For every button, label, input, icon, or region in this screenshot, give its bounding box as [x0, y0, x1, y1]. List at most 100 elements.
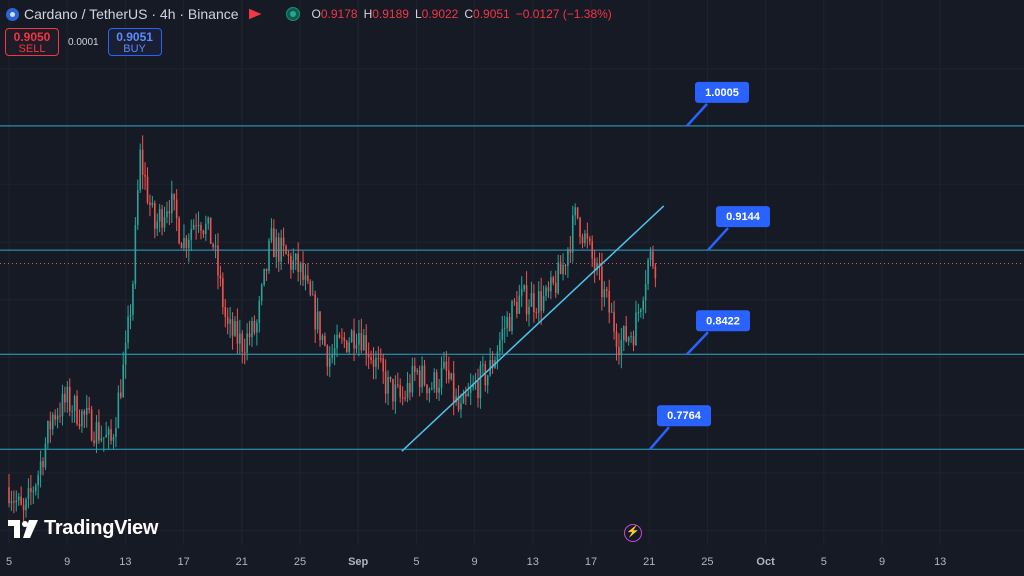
x-axis: 5 9 13 17 21 25 Sep 5 9 13 17 21 25 Oct 5 9 13 [6, 556, 946, 568]
level-callouts[interactable]: 1.0005 0.9144 0.8422 0.7764 [649, 81, 770, 451]
candle-body [183, 237, 185, 249]
candle-body [379, 358, 382, 360]
candle-body [78, 423, 81, 427]
candle-body [207, 217, 210, 224]
x-tick-label: 17 [585, 556, 597, 568]
buy-price: 0.9051 [116, 30, 153, 44]
candle-body [134, 225, 137, 284]
candle-body [406, 383, 409, 398]
candle-body [608, 290, 611, 313]
candle-body [440, 367, 443, 388]
candle-body [520, 289, 523, 296]
candle-body [431, 388, 433, 390]
candle-body [345, 340, 348, 352]
buy-label: BUY [123, 43, 146, 55]
candle-body [506, 317, 508, 328]
candle-body [47, 421, 49, 444]
candle-body [8, 487, 10, 504]
candle-body [219, 275, 222, 279]
candle-body [632, 336, 635, 346]
candle-body [545, 287, 547, 296]
candle-body [25, 499, 27, 511]
market-closed-icon[interactable] [248, 8, 262, 20]
callout-box[interactable] [716, 206, 770, 228]
candle-body [457, 396, 460, 410]
candle-body [496, 351, 499, 361]
candle-body [574, 207, 576, 216]
sell-button[interactable]: 0.9050 SELL [5, 28, 59, 56]
candle-body [389, 377, 392, 380]
candle-body [576, 207, 579, 218]
callout-box[interactable] [657, 405, 711, 427]
callout-label: 0.8422 [706, 315, 740, 327]
candle-body [265, 268, 268, 271]
candle-body [477, 381, 479, 399]
candle-body [567, 249, 569, 266]
buy-button[interactable]: 0.9051 BUY [107, 28, 162, 56]
callout-box[interactable] [696, 310, 750, 332]
candle-body [154, 202, 156, 229]
candle-body [343, 337, 346, 341]
candle-body [630, 336, 632, 338]
candle-body [141, 149, 144, 175]
candle-body [542, 295, 545, 311]
candle-body [382, 358, 385, 372]
candle-body [581, 236, 584, 244]
candle-body [239, 333, 241, 344]
candle-body [277, 237, 280, 262]
candle-body [571, 215, 574, 253]
candle-body [241, 333, 244, 352]
candle-body [190, 229, 193, 240]
callout-label: 1.0005 [705, 87, 739, 99]
candle-body [163, 217, 166, 228]
candle-body [562, 265, 564, 275]
candle-body [579, 217, 581, 237]
candle-body [222, 278, 224, 308]
candle-body [353, 330, 355, 349]
visibility-icon[interactable] [285, 7, 300, 21]
candle-body [588, 238, 591, 242]
candle-body [326, 345, 329, 367]
candle-body [399, 385, 402, 398]
candle-body [472, 383, 474, 388]
x-tick-label: 21 [236, 556, 248, 568]
candle-body [350, 330, 353, 343]
candle-body [212, 243, 214, 248]
candle-body [195, 225, 197, 227]
tradingview-mark-icon [8, 519, 38, 538]
candle-body [627, 337, 630, 342]
candle-body [605, 289, 608, 291]
symbol-title[interactable]: Cardano / TetherUS · 4h · Binance [24, 6, 239, 22]
callout-label: 0.9144 [726, 211, 761, 223]
candle-body [229, 319, 231, 324]
candle-body [256, 322, 258, 333]
candle-body [528, 306, 530, 315]
callout-box[interactable] [695, 81, 749, 103]
candle-body [647, 260, 649, 284]
candle-body [333, 348, 336, 355]
candle-body [68, 386, 71, 412]
candle-body [414, 365, 416, 372]
brand-name: TradingView [44, 517, 159, 539]
candle-body [537, 291, 540, 313]
support-resistance-levels[interactable] [0, 125, 1024, 450]
candle-body [192, 225, 195, 230]
candle-body [13, 501, 15, 503]
candle-body [421, 365, 423, 388]
candle-body [392, 379, 394, 402]
trendline[interactable] [401, 205, 665, 452]
candle-body [603, 289, 606, 298]
candle-body [409, 383, 411, 393]
candle-body [171, 193, 173, 214]
candle-body [214, 245, 217, 248]
lightning-icon[interactable]: ⚡ [624, 524, 642, 542]
cardano-logo-icon [6, 7, 19, 21]
candle-body [302, 262, 304, 280]
candle-body [299, 262, 302, 273]
candle-body [307, 275, 309, 282]
candle-body [112, 437, 115, 441]
candle-body [321, 335, 324, 341]
tradingview-logo[interactable]: TradingView [8, 517, 158, 540]
candle-body [248, 333, 251, 338]
